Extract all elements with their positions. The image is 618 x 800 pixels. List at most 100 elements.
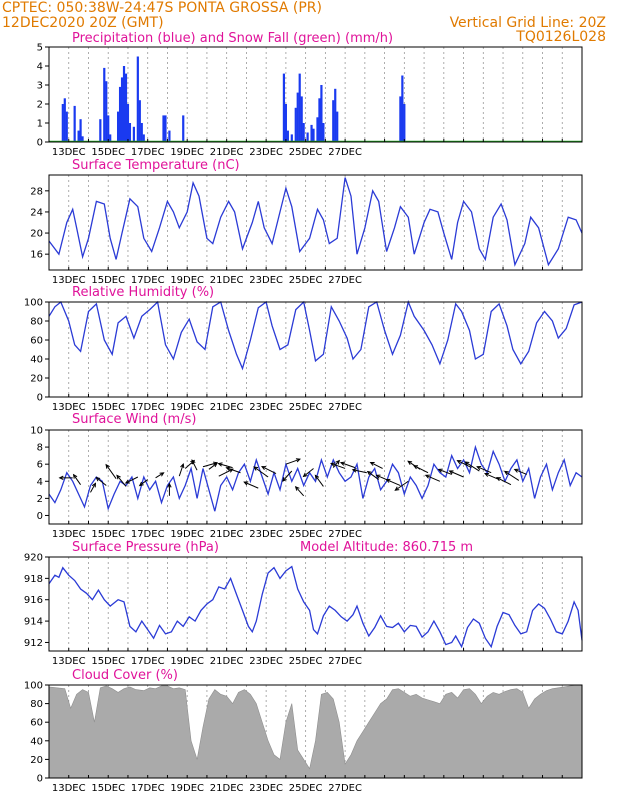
precip-bar [282, 73, 286, 142]
precip-bar [168, 130, 171, 142]
y-tick-label: 3 [37, 81, 43, 92]
wind-vector [155, 472, 164, 479]
wind-vector-head [407, 460, 413, 466]
wind-vector [314, 475, 324, 487]
x-date-label: 27DEC [328, 529, 362, 540]
x-date-label: 21DEC [210, 147, 244, 158]
wind-vector-head [72, 473, 78, 479]
series-line [48, 444, 583, 512]
x-date-label: 13DEC [52, 402, 86, 413]
wind-vector-head [495, 477, 501, 482]
x-date-label: 21DEC [210, 529, 244, 540]
wind-vector-head [95, 476, 101, 482]
header-date: 12DEC2020 20Z (GMT) [2, 15, 164, 31]
precip-bar [140, 123, 143, 142]
panel-frame [48, 174, 583, 271]
wind-vector-head [253, 466, 259, 471]
panel-1: Surface Temperature (nC) 16 20 24 28 13DEC 15D… [30, 158, 583, 286]
x-date-label: 19DEC [170, 529, 204, 540]
panel-5: Cloud Cover (%) 0 20 40 60 80 100 13DEC 15DEC 17D… [24, 668, 583, 794]
x-date-label: 19DEC [170, 783, 204, 794]
wind-vector-head [330, 462, 336, 467]
wind-vector-head [476, 466, 482, 471]
precip-bar [142, 134, 145, 142]
y-tick-label: 0 [37, 138, 43, 149]
wind-vector-head [167, 482, 172, 488]
wind-vector-head [295, 458, 301, 463]
wind-vector-head [212, 462, 218, 468]
panel-title: Cloud Cover (%) [72, 668, 178, 683]
wind-vector [105, 464, 117, 479]
wind-vector [139, 479, 149, 486]
y-tick-label: 28 [30, 186, 43, 197]
wind-vector-head [351, 468, 357, 473]
x-date-label: 19DEC [170, 402, 204, 413]
precip-bar [290, 134, 293, 142]
wind-vector-head [91, 482, 97, 488]
precip-bar [302, 123, 305, 142]
precip-bar [107, 115, 110, 142]
x-date-label: 15DEC [91, 402, 125, 413]
wind-vector [386, 479, 401, 487]
precip-bar [61, 104, 64, 142]
x-date-label: 25DEC [289, 147, 323, 158]
precip-bar [164, 115, 167, 142]
wind-vector-head [339, 461, 346, 466]
x-date-label: 17DEC [131, 402, 165, 413]
precip-bar [316, 117, 319, 142]
y-tick-label: 40 [30, 736, 43, 747]
wind-vector-head [503, 470, 509, 476]
precip-bar [320, 85, 323, 142]
panel-frame [48, 556, 583, 652]
precip-bar [136, 56, 139, 142]
precip-bar [132, 126, 135, 142]
panel-2: Relative Humidity (%) 0 20 40 60 80 100 13DEC 15… [24, 285, 583, 413]
x-date-label: 15DEC [91, 783, 125, 794]
wind-vector-head [437, 468, 443, 473]
precip-bar [99, 119, 102, 142]
panel-title: Relative Humidity (%) [72, 285, 214, 300]
precip-bar [124, 73, 128, 142]
precip-bar [122, 66, 126, 142]
y-tick-label: 918 [24, 574, 43, 585]
wind-vector-head [180, 463, 185, 469]
wind-vector [476, 466, 492, 474]
wind-vector [496, 477, 512, 486]
precip-bar [322, 123, 325, 142]
wind-vector [261, 466, 277, 475]
y-tick-label: 2 [37, 100, 43, 111]
y-tick-label: 0 [37, 511, 43, 522]
wind-vector [244, 481, 259, 489]
wind-vector-head [191, 459, 196, 465]
panel-frame [48, 46, 583, 143]
wind-vector [367, 471, 379, 480]
y-tick-label: 100 [24, 681, 43, 692]
wind-vector [484, 473, 500, 481]
x-date-label: 25DEC [289, 783, 323, 794]
header-model-code: TQ0126L028 [515, 29, 606, 45]
wind-vector [282, 470, 293, 482]
wind-vector-head [58, 475, 64, 481]
series-line [48, 177, 583, 267]
wind-vector [413, 465, 429, 474]
wind-vector [370, 462, 383, 469]
wind-vector-head [484, 472, 490, 477]
panel-frame [48, 301, 583, 398]
y-tick-label: 40 [30, 355, 43, 366]
wind-vector-head [513, 468, 519, 473]
precip-bar [128, 123, 132, 142]
precip-bar [109, 134, 112, 142]
wind-vector-head [369, 461, 375, 466]
series-line [48, 565, 583, 649]
wind-vector [125, 476, 139, 484]
x-date-label: 21DEC [210, 402, 244, 413]
precip-bar [318, 98, 321, 142]
y-tick-label: 8 [37, 443, 43, 454]
y-tick-label: 24 [30, 207, 43, 218]
x-date-label: 23DEC [249, 147, 283, 158]
precip-bar [73, 105, 76, 142]
x-date-label: 13DEC [52, 783, 86, 794]
y-tick-label: 916 [24, 595, 43, 606]
precip-bar [138, 100, 141, 142]
panel-0: Precipitation (blue) and Snow Fall (gree… [37, 31, 583, 158]
